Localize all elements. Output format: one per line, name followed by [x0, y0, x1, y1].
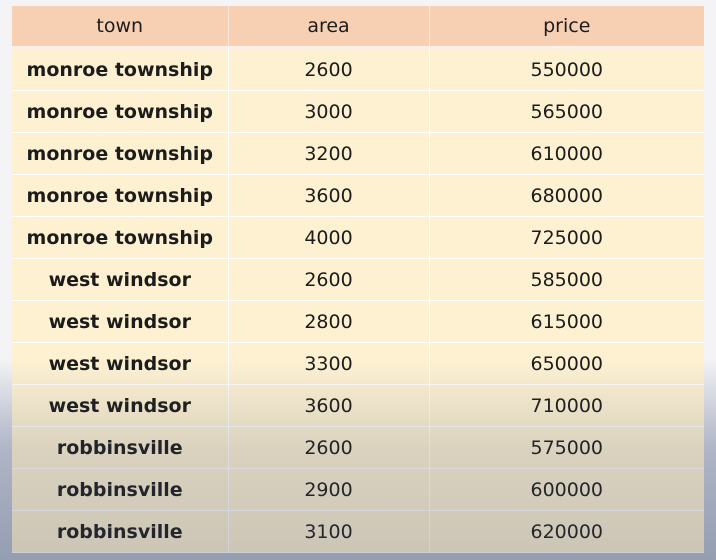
table-row: monroe township 3200 610000	[12, 132, 704, 175]
town-cell: monroe township	[12, 216, 229, 259]
area-cell: 3600	[228, 384, 430, 427]
town-cell: robbinsville	[12, 426, 229, 469]
table-row: robbinsville 3100 620000	[12, 510, 704, 553]
area-cell: 2800	[228, 300, 430, 343]
town-cell: robbinsville	[12, 468, 229, 511]
price-cell: 585000	[429, 258, 704, 301]
table-row: monroe township 3000 565000	[12, 90, 704, 133]
area-cell: 2600	[228, 47, 430, 91]
area-cell: 3000	[228, 90, 430, 133]
price-cell: 565000	[429, 90, 704, 133]
price-cell: 550000	[429, 47, 704, 91]
area-cell: 3200	[228, 132, 430, 175]
area-cell: 3100	[228, 510, 430, 553]
table-row: west windsor 2800 615000	[12, 300, 704, 343]
data-table-container: town area price monroe township 2600 550…	[12, 6, 704, 560]
table-row: west windsor 2600 585000	[12, 258, 704, 301]
header-row: town area price	[12, 6, 704, 49]
area-cell: 2900	[228, 468, 430, 511]
town-cell: robbinsville	[12, 510, 229, 553]
price-cell: 650000	[429, 342, 704, 385]
town-cell: west windsor	[12, 384, 229, 427]
area-cell: 3600	[228, 174, 430, 217]
town-cell: monroe township	[12, 47, 229, 91]
table-row: robbinsville 2600 575000	[12, 426, 704, 469]
column-header-town: town	[12, 6, 229, 49]
table-row: monroe township 4000 725000	[12, 216, 704, 259]
table-row: west windsor 3300 650000	[12, 342, 704, 385]
town-cell: monroe township	[12, 132, 229, 175]
price-cell: 600000	[429, 468, 704, 511]
table-row: robbinsville 2900 600000	[12, 468, 704, 511]
area-cell: 2600	[228, 258, 430, 301]
table-row: west windsor 3600 710000	[12, 384, 704, 427]
column-header-area: area	[228, 6, 430, 49]
price-cell: 620000	[429, 510, 704, 553]
area-cell: 4000	[228, 216, 430, 259]
area-cell: 3300	[228, 342, 430, 385]
area-cell: 2600	[228, 426, 430, 469]
table-header: town area price	[12, 6, 704, 49]
price-cell: 710000	[429, 384, 704, 427]
price-cell: 610000	[429, 132, 704, 175]
column-header-price: price	[429, 6, 704, 49]
price-cell: 615000	[429, 300, 704, 343]
town-cell: monroe township	[12, 90, 229, 133]
town-cell: west windsor	[12, 258, 229, 301]
price-cell: 725000	[429, 216, 704, 259]
town-cell: monroe township	[12, 174, 229, 217]
price-cell: 575000	[429, 426, 704, 469]
table-body: monroe township 2600 550000 monroe towns…	[12, 47, 704, 553]
town-cell: west windsor	[12, 300, 229, 343]
table-row: monroe township 2600 550000	[12, 47, 704, 91]
price-cell: 680000	[429, 174, 704, 217]
data-table: town area price monroe township 2600 550…	[12, 6, 704, 553]
town-cell: west windsor	[12, 342, 229, 385]
table-row: monroe township 3600 680000	[12, 174, 704, 217]
